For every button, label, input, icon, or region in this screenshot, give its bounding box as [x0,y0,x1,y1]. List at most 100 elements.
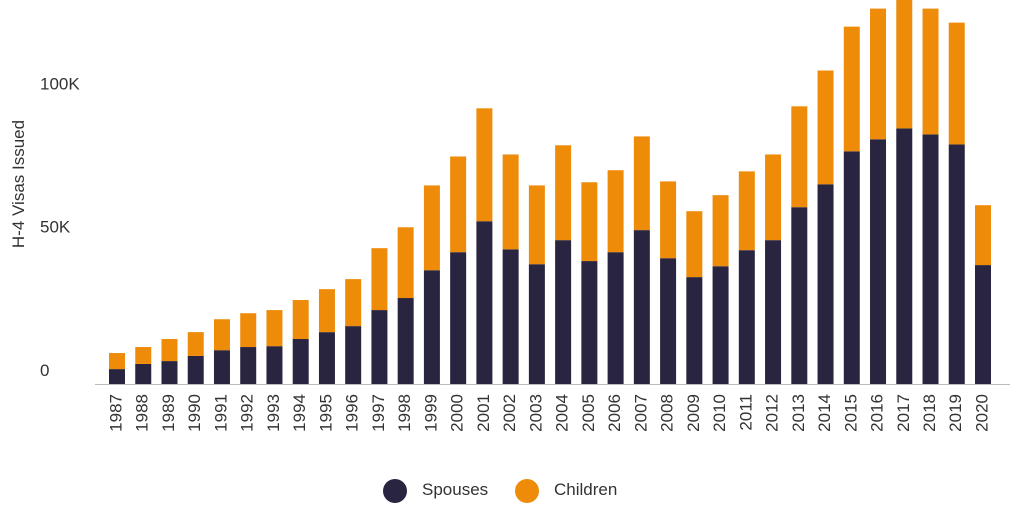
bar-segment [450,252,467,384]
bar-segment [266,346,283,384]
y-tick-label: 100K [40,74,80,93]
y-axis-label: H-4 Visas Issued [9,120,28,248]
x-tick-label: 2003 [526,394,545,432]
bar-segment [686,211,703,278]
y-tick-label: 0 [40,361,49,380]
bar-segment [581,182,598,262]
x-tick-label: 1993 [264,394,283,432]
bar-segment [765,240,782,384]
bar-segment [528,264,545,384]
x-tick-label: 1996 [343,394,362,432]
bar-segment [660,181,677,259]
bar-segment [318,332,335,384]
bar-segment [948,144,965,384]
x-tick-label: 2006 [605,394,624,432]
bar-segment [345,279,362,327]
x-tick-label: 1990 [185,394,204,432]
x-tick-label: 2001 [474,394,493,432]
x-tick-label: 2008 [658,394,677,432]
legend-swatch [515,479,539,503]
bar-segment [738,250,755,384]
bar-segment [240,313,257,348]
bar-segment [423,185,440,271]
bar-segment [870,8,887,140]
legend-swatch [383,479,407,503]
bar-segment [896,0,913,129]
bar-segment [109,369,125,384]
bar-segment [791,207,808,384]
x-tick-label: 2017 [894,394,913,432]
bar-segment [476,108,493,222]
legend-label: Children [554,480,617,499]
bar-segment [712,266,729,384]
x-tick-label: 2007 [631,394,650,432]
x-tick-label: 1989 [159,394,178,432]
bar-segment [633,136,650,231]
x-tick-label: 1994 [290,394,309,432]
bar-segment [187,355,204,384]
bar-segment [502,249,519,384]
bar-segment [738,171,755,251]
bar-segment [135,347,152,364]
x-tick-label: 2019 [946,394,965,432]
bar-segment [712,195,729,267]
bar-segment [371,310,388,384]
x-tick-label: 2009 [684,394,703,432]
bar-segment [292,300,309,340]
bar-segment [371,248,388,311]
x-tick-label: 1997 [369,394,388,432]
bar-segment [948,22,965,145]
x-tick-label: 2014 [815,394,834,432]
x-tick-label: 2020 [972,394,991,432]
bar-segment [791,106,808,208]
bar-segment [502,154,519,250]
x-tick-label: 2010 [710,394,729,432]
bar-segment [922,8,939,135]
x-tick-label: 2018 [920,394,939,432]
bar-segment [686,277,703,384]
x-tick-label: 2011 [736,394,755,431]
bar-segment [975,265,991,384]
x-tick-label: 1988 [133,394,152,432]
bar-segment [922,134,939,384]
bar-segment [423,270,440,384]
bar-segment [581,261,598,384]
bar-segment [817,184,834,384]
bar-segment [345,326,362,384]
x-tick-label: 1995 [316,394,335,432]
x-tick-label: 1998 [395,394,414,432]
bar-segment [161,339,178,362]
bar-segment [161,361,178,384]
x-tick-label: 2000 [448,394,467,432]
bar-segment [633,230,650,384]
bar-segment [555,145,572,241]
x-tick-label: 1991 [211,394,230,432]
bar-segment [843,26,860,152]
bar-segment [292,339,309,384]
bar-segment [975,205,991,266]
bar-segment [817,70,834,185]
x-tick-label: 2015 [841,394,860,432]
bar-segment [450,156,467,253]
x-tick-label: 2012 [763,394,782,432]
bar-segment [607,170,624,253]
x-tick-label: 1992 [238,394,257,432]
bar-segment [660,258,677,384]
x-tick-label: 2004 [553,394,572,432]
bar-segment [213,350,230,384]
bar-segment [555,240,572,384]
bar-segment [397,298,414,384]
x-tick-label: 2016 [868,394,887,432]
bar-segment [213,319,230,351]
x-tick-label: 1987 [106,394,125,432]
bar-segment [109,353,125,370]
y-tick-label: 50K [40,218,71,237]
bar-segment [240,347,257,384]
x-tick-label: 1999 [421,394,440,432]
legend-label: Spouses [422,480,488,499]
bar-segment [397,227,414,299]
bar-segment [187,332,204,356]
bar-segment [528,185,545,265]
